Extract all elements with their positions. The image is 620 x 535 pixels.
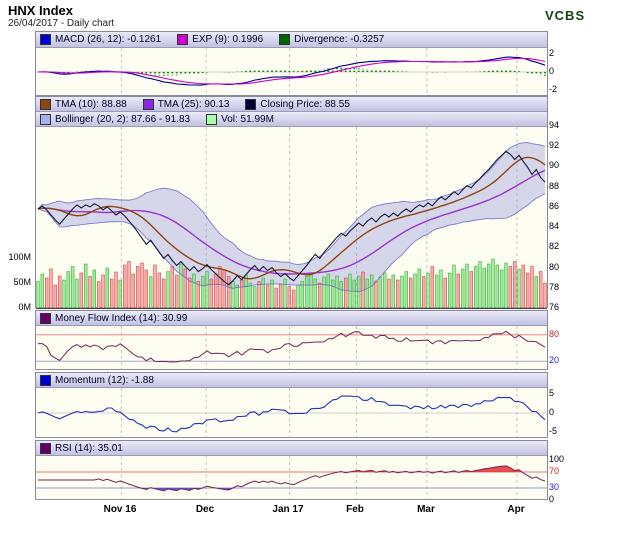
legend-text: Divergence: -0.3257 [294,34,385,45]
legend-text: EXP (9): 0.1996 [192,34,264,45]
legend-swatch [40,98,51,110]
legend-text: RSI (14): 35.01 [55,442,123,454]
legend-swatch [40,442,51,454]
x-axis-month-label: Dec [195,504,215,515]
axis-tick: 0 [549,66,555,76]
mfi-legend: Money Flow Index (14): 30.99 [36,311,547,326]
legend-swatch [142,98,154,110]
axis-tick: 0M [18,302,31,312]
macd-line [37,56,546,86]
legend-item: TMA (25): 90.13 [142,98,230,110]
legend-text: TMA (25): 90.13 [157,98,230,110]
axis-tick: 80 [549,262,560,272]
price-panel: TMA (10): 88.88 TMA (25): 90.13 Closing Pr… [35,96,548,309]
legend-item: Divergence: -0.3257 [279,34,384,45]
axis-tick: 2 [549,48,555,58]
legend-item: Vol: 51.99M [206,113,274,125]
axis-tick: 92 [549,140,560,150]
axis-tick: 90 [549,160,560,170]
legend-swatch [206,113,218,125]
axis-tick: 84 [549,221,560,231]
axis-tick: 80 [549,329,560,339]
legend-item: Closing Price: 88.55 [245,98,350,110]
legend-item: MACD (26, 12): -0.1261 [40,34,161,45]
axis-tick: 70 [549,466,560,476]
tma25-line [37,169,546,275]
axis-tick: 86 [549,201,560,211]
x-axis-month-label: Nov 16 [103,504,137,515]
axis-tick: 88 [549,181,560,191]
legend-swatch [40,34,51,45]
mfi-chart [36,326,547,370]
x-axis-month-label: Apr [507,504,525,515]
chart-subtitle: 26/04/2017 - Daily chart [8,18,115,29]
axis-tick: 20 [549,355,560,365]
rsi-line [38,465,546,492]
mfi-line [38,330,546,363]
macd-chart [36,48,547,96]
rsi-panel: RSI (14): 35.01 [35,440,548,500]
legend-text: MACD (26, 12): -0.1261 [55,34,162,45]
legend-item: Momentum (12): -1.88 [40,374,154,386]
axis-tick: 78 [549,282,560,292]
legend-swatch [245,98,257,110]
price-chart [36,127,547,309]
axis-tick: 0 [549,494,555,504]
tma10-line [37,156,546,280]
momentum-line [37,395,546,433]
brand-logo: VCBS [545,8,586,23]
axis-tick: 100M [8,252,31,262]
mfi-panel: Money Flow Index (14): 30.99 [35,310,548,370]
axis-tick: 82 [549,241,560,251]
macd-panel: MACD (26, 12): -0.1261 EXP (9): 0.1996 Div… [35,31,548,96]
legend-swatch [40,113,51,125]
axis-tick: -5 [549,426,558,436]
legend-item: EXP (9): 0.1996 [177,34,263,45]
momentum-panel: Momentum (12): -1.88 [35,372,548,438]
x-axis-month-label: Jan 17 [272,504,304,515]
axis-tick: -2 [549,84,558,94]
axis-tick: 76 [549,302,560,312]
legend-item: Bollinger (20, 2): 87.66 - 91.83 [40,113,191,125]
rsi-chart [36,456,547,500]
axis-tick: 0 [549,407,555,417]
price-legend-row2: Bollinger (20, 2): 87.66 - 91.83 Vol: 51.… [36,112,547,127]
axis-tick: 100 [549,454,565,464]
momentum-legend: Momentum (12): -1.88 [36,373,547,388]
legend-item: TMA (10): 88.88 [40,98,127,110]
bollinger-band [38,142,545,292]
legend-swatch [40,312,51,324]
legend-text: Vol: 51.99M [221,113,274,125]
bollinger-upper-line [37,142,546,265]
legend-swatch [279,34,291,45]
legend-text: Momentum (12): -1.88 [55,374,154,386]
legend-text: Closing Price: 88.55 [260,98,350,110]
closing-price-line [37,150,546,286]
axis-tick: 5 [549,388,555,398]
legend-text: Bollinger (20, 2): 87.66 - 91.83 [55,113,191,125]
x-axis-month-label: Mar [417,504,435,515]
momentum-chart [36,388,547,438]
price-legend-row1: TMA (10): 88.88 TMA (25): 90.13 Closing Pr… [36,97,547,112]
page-title: HNX Index [8,3,74,18]
axis-tick: 30 [549,482,560,492]
legend-swatch [40,374,51,386]
legend-item: RSI (14): 35.01 [40,442,123,454]
macd-legend: MACD (26, 12): -0.1261 EXP (9): 0.1996 Div… [36,32,547,48]
legend-text: TMA (10): 88.88 [55,98,127,110]
legend-text: Money Flow Index (14): 30.99 [55,312,188,324]
rsi-legend: RSI (14): 35.01 [36,441,547,456]
axis-tick: 94 [549,120,560,130]
exp-signal-line [38,57,546,85]
x-axis-month-label: Feb [346,504,364,515]
bollinger-lower-line [37,193,546,293]
legend-swatch [177,34,189,45]
axis-tick: 50M [13,277,31,287]
legend-item: Money Flow Index (14): 30.99 [40,312,188,324]
